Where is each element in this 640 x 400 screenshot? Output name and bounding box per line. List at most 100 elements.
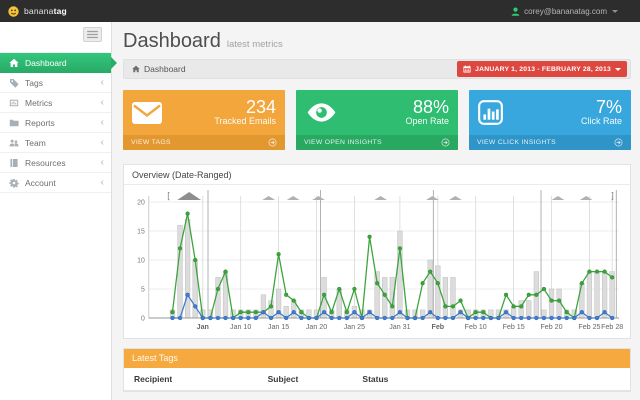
column-header-subject: Subject xyxy=(267,374,299,384)
overview-chart-area: 0 5 10 15 20 Jan Jan 10 Jan 15 Jan 20 Jan 25 Jan 3… xyxy=(124,185,630,338)
folder-icon xyxy=(9,118,19,128)
chevron-left-icon: ‹ xyxy=(100,176,104,188)
svg-text:10: 10 xyxy=(137,257,145,264)
chevron-left-icon: ‹ xyxy=(100,116,104,128)
svg-text:Feb: Feb xyxy=(431,323,444,331)
footer-label: VIEW TAGS xyxy=(131,139,171,146)
date-range-label: JANUARY 1, 2013 - FEBRUARY 28, 2013 xyxy=(475,65,611,73)
sidebar-item-label: Metrics xyxy=(25,97,53,108)
stat-value: 234 xyxy=(245,96,276,117)
breadcrumb-bar: Dashboard JANUARY 1, 2013 - FEBRUARY 28,… xyxy=(123,59,631,79)
calendar-icon xyxy=(463,65,471,73)
user-email: corey@bananatag.com xyxy=(524,6,607,16)
tracked-emails-card: 234 Tracked Emails VIEW TAGS xyxy=(123,90,285,150)
circle-arrow-icon xyxy=(614,138,623,147)
stat-label: Tracked Emails xyxy=(214,116,276,127)
svg-text:Jan 20: Jan 20 xyxy=(306,323,327,331)
stat-label: Click Rate xyxy=(580,116,622,127)
breadcrumb[interactable]: Dashboard xyxy=(132,64,186,74)
click-rate-stats: 7% Click Rate xyxy=(580,96,622,128)
eye-icon xyxy=(305,102,338,123)
home-icon xyxy=(132,65,140,73)
column-header-recipient: Recipient xyxy=(134,374,173,384)
svg-text:Jan 25: Jan 25 xyxy=(344,323,365,331)
overview-chart[interactable]: 0 5 10 15 20 Jan Jan 10 Jan 15 Jan 20 Jan 25 Jan 3… xyxy=(127,188,627,338)
top-bar: bananatag corey@bananatag.com xyxy=(0,0,640,22)
open-rate-stats: 88% Open Rate xyxy=(405,96,449,128)
page-subtitle: latest metrics xyxy=(226,39,283,50)
envelope-icon xyxy=(132,101,162,124)
tracked-emails-stats: 234 Tracked Emails xyxy=(214,96,276,128)
svg-text:5: 5 xyxy=(141,286,145,293)
latest-tags-header-row: Recipient Subject Status xyxy=(124,368,630,391)
chevron-left-icon: ‹ xyxy=(100,96,104,108)
svg-text:Jan 15: Jan 15 xyxy=(268,323,289,331)
open-rate-card: 88% Open Rate VIEW OPEN INSIGHTS xyxy=(296,90,458,150)
svg-text:15: 15 xyxy=(137,228,145,235)
footer-label: VIEW CLICK INSIGHTS xyxy=(477,139,556,146)
sidebar-item-team[interactable]: Team ‹ xyxy=(0,133,111,153)
svg-text:[: [ xyxy=(166,191,171,201)
svg-text:0: 0 xyxy=(141,315,145,322)
footer-label: VIEW OPEN INSIGHTS xyxy=(304,139,382,146)
active-item-arrow xyxy=(111,57,117,69)
sidebar-item-resources[interactable]: Resources ‹ xyxy=(0,153,111,173)
bananatag-logo-icon xyxy=(8,5,19,17)
sidebar-item-label: Reports xyxy=(25,117,55,128)
overview-panel: Overview (Date-Ranged) 0 5 10 15 20 Jan Jan 10… xyxy=(123,164,631,339)
bananatag-logo[interactable]: bananatag xyxy=(8,5,67,17)
hamburger-icon xyxy=(87,30,98,39)
sidebar-item-label: Account xyxy=(25,177,56,188)
date-range-button[interactable]: JANUARY 1, 2013 - FEBRUARY 28, 2013 xyxy=(457,61,627,77)
click-rate-card-body: 7% Click Rate xyxy=(469,90,631,135)
sidebar: Dashboard Tags ‹ Metrics ‹ Reports ‹ xyxy=(0,22,117,400)
chevron-down-icon xyxy=(615,67,621,71)
svg-text:Feb 10: Feb 10 xyxy=(465,323,487,331)
chevron-left-icon: ‹ xyxy=(100,156,104,168)
click-rate-card: 7% Click Rate VIEW CLICK INSIGHTS xyxy=(469,90,631,150)
logo-text: bananatag xyxy=(24,6,67,16)
svg-text:Feb 28: Feb 28 xyxy=(601,323,623,331)
svg-text:]: ] xyxy=(610,191,615,201)
overview-panel-title: Overview (Date-Ranged) xyxy=(124,165,630,185)
view-open-insights-link[interactable]: VIEW OPEN INSIGHTS xyxy=(296,135,458,150)
svg-text:Feb 25: Feb 25 xyxy=(578,323,600,331)
sidebar-nav: Dashboard Tags ‹ Metrics ‹ Reports ‹ xyxy=(0,52,117,193)
sidebar-collapse-button[interactable] xyxy=(83,27,102,42)
user-menu[interactable]: corey@bananatag.com xyxy=(511,7,618,16)
sidebar-item-label: Resources xyxy=(25,157,66,168)
page-title: Dashboard latest metrics xyxy=(123,30,283,52)
book-icon xyxy=(9,158,19,168)
sidebar-item-label: Team xyxy=(25,137,46,148)
sidebar-item-metrics[interactable]: Metrics ‹ xyxy=(0,93,111,113)
main-content: Dashboard latest metrics Dashboard JANUAR… xyxy=(112,22,640,400)
sidebar-item-dashboard[interactable]: Dashboard xyxy=(0,53,117,73)
sidebar-item-label: Tags xyxy=(25,77,43,88)
chevron-left-icon: ‹ xyxy=(100,136,104,148)
chevron-down-icon xyxy=(612,9,618,13)
sidebar-item-label: Dashboard xyxy=(25,58,67,68)
latest-tags-panel: Latest Tags Recipient Subject Status xyxy=(123,348,631,392)
stat-cards: 234 Tracked Emails VIEW TAGS xyxy=(123,90,631,150)
svg-text:Feb 15: Feb 15 xyxy=(503,323,525,331)
tag-icon xyxy=(9,78,19,88)
circle-arrow-icon xyxy=(268,138,277,147)
sidebar-item-tags[interactable]: Tags ‹ xyxy=(0,73,111,93)
stat-label: Open Rate xyxy=(405,116,449,127)
user-icon xyxy=(511,7,520,16)
users-icon xyxy=(9,138,19,148)
stat-value: 88% xyxy=(412,96,449,117)
metrics-chart-icon xyxy=(9,98,19,108)
tracked-emails-card-body: 234 Tracked Emails xyxy=(123,90,285,135)
gear-icon xyxy=(9,178,19,188)
sidebar-item-account[interactable]: Account ‹ xyxy=(0,173,111,193)
svg-text:20: 20 xyxy=(137,199,145,206)
svg-text:Jan 10: Jan 10 xyxy=(230,323,251,331)
chevron-left-icon: ‹ xyxy=(100,76,104,88)
latest-tags-title: Latest Tags xyxy=(124,349,630,368)
view-click-insights-link[interactable]: VIEW CLICK INSIGHTS xyxy=(469,135,631,150)
svg-text:Jan: Jan xyxy=(197,323,209,331)
stat-value: 7% xyxy=(595,96,622,117)
sidebar-item-reports[interactable]: Reports ‹ xyxy=(0,113,111,133)
view-tags-link[interactable]: VIEW TAGS xyxy=(123,135,285,150)
